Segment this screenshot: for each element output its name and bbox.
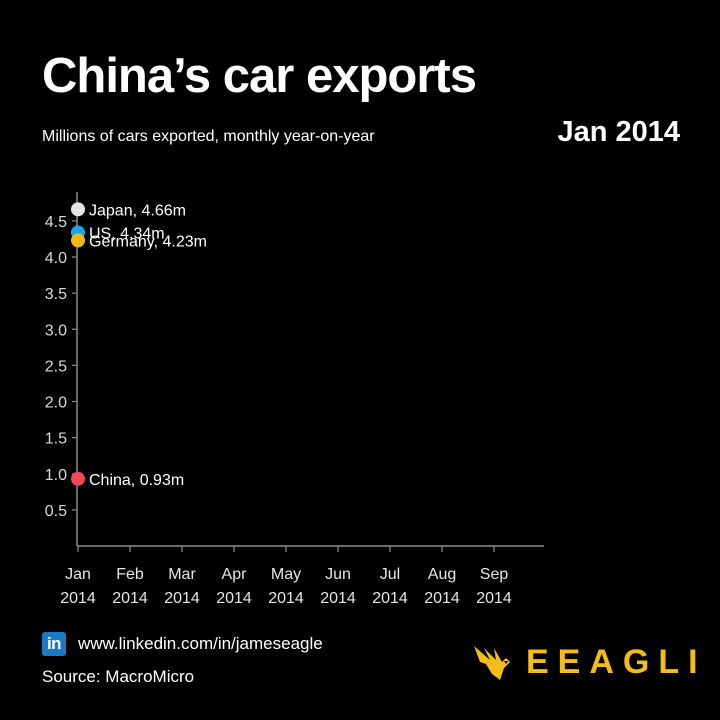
y-tick-label: 4.5 [45, 214, 67, 231]
y-tick-label: 3.5 [45, 286, 67, 303]
x-tick-label-year: 2014 [424, 590, 460, 607]
x-tick-label-year: 2014 [216, 590, 252, 607]
source-note: Source: MacroMicro [42, 667, 195, 686]
y-axis-ticks: 0.5 1.0 1.5 2.0 2.5 3.0 3.5 4.0 4.5 [45, 214, 77, 520]
chart-subtitle: Millions of cars exported, monthly year-… [42, 128, 375, 145]
current-date-label: Jan 2014 [557, 116, 680, 148]
x-tick-label-year: 2014 [60, 590, 96, 607]
y-tick-label: 3.0 [45, 322, 67, 339]
data-point [71, 233, 85, 248]
x-tick-label-month: Apr [222, 566, 248, 583]
data-label: Germany, 4.23m [89, 233, 207, 250]
chart-title: China’s car exports [42, 49, 477, 103]
y-tick-label: 1.5 [45, 431, 67, 448]
x-tick-label-month: Mar [168, 566, 196, 583]
linkedin-icon: in [42, 632, 66, 656]
data-point [71, 471, 85, 486]
x-tick-label-year: 2014 [372, 590, 408, 607]
x-tick-label-month: May [271, 566, 301, 583]
data-label: China, 0.93m [89, 472, 184, 489]
x-axis-ticks: Jan 2014 Feb 2014 Mar 2014 Apr 2014 May 2014 Jun 20… [60, 546, 512, 607]
series-japan: Japan, 4.66m [71, 202, 186, 219]
y-tick-label: 2.0 [45, 395, 67, 412]
x-tick-label-year: 2014 [164, 590, 200, 607]
line-chart: 0.5 1.0 1.5 2.0 2.5 3.0 3.5 4.0 4.5 Jan 2014 Feb 20… [45, 192, 544, 607]
x-tick-label-year: 2014 [320, 590, 356, 607]
x-tick-label-year: 2014 [268, 590, 304, 607]
x-tick-label-month: Feb [116, 566, 144, 583]
brand-name: EEAGLI [526, 642, 707, 681]
y-tick-label: 0.5 [45, 503, 67, 520]
chart-axes [76, 192, 544, 547]
data-label: Japan, 4.66m [89, 202, 186, 219]
data-point [71, 202, 85, 217]
series-china: China, 0.93m [71, 471, 184, 489]
x-tick-label-month: Jan [65, 566, 91, 583]
x-tick-label-month: Jul [380, 566, 400, 583]
y-tick-label: 4.0 [45, 250, 67, 267]
eagle-icon [474, 646, 510, 680]
brand-logo: EEAGLI [470, 640, 707, 684]
data-label: US, 4.34m [89, 225, 165, 242]
y-tick-label: 1.0 [45, 467, 67, 484]
y-tick-label: 2.5 [45, 358, 67, 375]
x-tick-label-month: Sep [480, 566, 509, 583]
linkedin-link[interactable]: in www.linkedin.com/in/jameseagle [42, 632, 323, 656]
x-tick-label-month: Jun [325, 566, 351, 583]
linkedin-url[interactable]: www.linkedin.com/in/jameseagle [78, 634, 323, 653]
x-tick-label-month: Aug [428, 566, 456, 583]
x-tick-label-year: 2014 [476, 590, 512, 607]
x-tick-label-year: 2014 [112, 590, 148, 607]
series-germany: Germany, 4.23m [71, 233, 207, 250]
